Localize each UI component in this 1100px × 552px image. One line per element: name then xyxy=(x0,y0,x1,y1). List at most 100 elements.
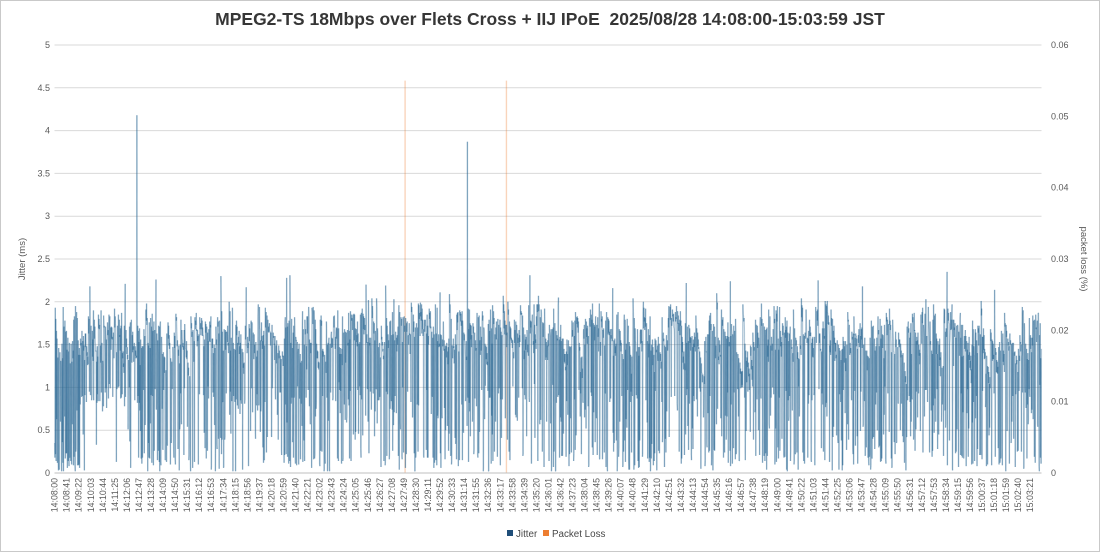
x-axis-tick-label: 14:22:21 xyxy=(303,478,313,512)
x-axis-tick-label: 14:57:12 xyxy=(917,478,927,512)
x-axis-tick-label: 14:14:09 xyxy=(158,478,168,512)
x-axis-tick-label: 14:10:03 xyxy=(86,478,96,512)
x-axis-tick-label: 14:47:38 xyxy=(748,478,758,512)
x-axis-tick-label: 14:42:51 xyxy=(664,478,674,512)
x-axis-tick-label: 14:14:50 xyxy=(170,478,180,512)
legend-jitter-label: Jitter xyxy=(516,529,538,540)
right-axis-tick-label: 0.06 xyxy=(1051,40,1069,50)
jitter-line-pass xyxy=(54,115,1042,472)
x-axis-tick-label: 14:59:56 xyxy=(965,478,975,512)
x-axis-tick-label: 14:40:48 xyxy=(628,478,638,512)
right-axis-tick-label: 0 xyxy=(1051,468,1056,478)
x-axis-tick-label: 14:13:28 xyxy=(146,478,156,512)
left-axis-title: Jitter (ms) xyxy=(17,238,28,280)
x-axis-tick-label: 14:10:44 xyxy=(98,478,108,512)
left-axis-tick-label: 5 xyxy=(45,40,50,50)
x-axis-tick-label: 14:59:15 xyxy=(953,478,963,512)
right-axis-tick-labels: 0 0.01 0.02 0.03 0.04 0.05 0.06 xyxy=(1051,40,1069,478)
x-axis-tick-label: 14:25:46 xyxy=(363,478,373,512)
x-axis-tick-label: 14:29:52 xyxy=(435,478,445,512)
x-axis-tick-label: 14:56:31 xyxy=(905,478,915,512)
x-axis-tick-label: 14:54:28 xyxy=(869,478,879,512)
right-axis-tick-label: 0.04 xyxy=(1051,183,1069,193)
x-axis-tick-label: 14:53:06 xyxy=(845,478,855,512)
x-axis-tick-label: 14:58:34 xyxy=(941,478,951,512)
x-axis-tick-label: 14:52:25 xyxy=(832,478,842,512)
x-axis-tick-label: 14:21:40 xyxy=(291,478,301,512)
x-axis-tick-label: 14:12:47 xyxy=(134,478,144,512)
x-axis-tick-label: 14:33:17 xyxy=(495,478,505,512)
right-axis-tick-label: 0.05 xyxy=(1051,111,1069,121)
jitter-line-pass xyxy=(53,115,1043,473)
x-axis-tick-label: 14:43:32 xyxy=(676,478,686,512)
x-axis-tick-label: 14:39:26 xyxy=(604,478,614,512)
x-axis-tick-label: 14:55:09 xyxy=(881,478,891,512)
x-axis-tick-label: 14:32:36 xyxy=(483,478,493,512)
x-axis-tick-label: 14:30:33 xyxy=(447,478,457,512)
x-axis-tick-label: 14:31:14 xyxy=(459,478,469,512)
x-axis-tick-labels: 14:08:00 14:08:41 14:09:22 14:10:03 14:10:44… xyxy=(50,478,1036,512)
x-axis-tick-label: 14:12:06 xyxy=(122,478,132,512)
right-axis-tick-label: 0.01 xyxy=(1051,397,1069,407)
x-axis-tick-label: 14:40:07 xyxy=(616,478,626,512)
x-axis-tick-label: 14:38:04 xyxy=(580,478,590,512)
jitter-series xyxy=(53,115,1043,473)
x-axis-tick-label: 14:17:34 xyxy=(218,478,228,512)
right-axis-title: packet loss (%) xyxy=(1078,227,1089,292)
x-axis-tick-label: 14:42:10 xyxy=(652,478,662,512)
left-axis-tick-label: 1 xyxy=(45,382,50,392)
x-axis-tick-label: 14:11:25 xyxy=(110,478,120,512)
chart-title: MPEG2-TS 18Mbps over Flets Cross + IIJ I… xyxy=(215,9,885,29)
x-axis-tick-label: 14:46:57 xyxy=(736,478,746,512)
x-axis-tick-label: 14:26:27 xyxy=(375,478,385,512)
x-axis-tick-label: 14:33:58 xyxy=(507,478,517,512)
left-axis-tick-label: 1.5 xyxy=(37,340,50,350)
x-axis-tick-label: 14:46:16 xyxy=(724,478,734,512)
x-axis-tick-label: 14:23:02 xyxy=(315,478,325,512)
x-axis-tick-label: 14:24:24 xyxy=(339,478,349,512)
left-axis-tick-label: 4 xyxy=(45,126,50,136)
x-axis-tick-label: 14:50:22 xyxy=(796,478,806,512)
x-axis-tick-label: 14:20:18 xyxy=(266,478,276,512)
x-axis-tick-label: 14:57:53 xyxy=(929,478,939,512)
right-axis-tick-label: 0.03 xyxy=(1051,254,1069,264)
x-axis-tick-label: 14:37:23 xyxy=(568,478,578,512)
x-axis-tick-label: 14:31:55 xyxy=(471,478,481,512)
x-axis-tick-label: 14:08:00 xyxy=(50,478,60,512)
x-axis-tick-label: 14:38:45 xyxy=(592,478,602,512)
x-axis-tick-label: 14:48:19 xyxy=(760,478,770,512)
x-axis-tick-label: 14:23:43 xyxy=(327,478,337,512)
legend-packet-loss-swatch xyxy=(543,530,549,536)
x-axis-tick-label: 14:09:22 xyxy=(74,478,84,512)
left-axis-tick-label: 2.5 xyxy=(37,254,50,264)
x-axis-tick-label: 15:01:59 xyxy=(1001,478,1011,512)
legend-packet-loss-label: Packet Loss xyxy=(552,529,605,540)
x-axis-tick-label: 14:18:56 xyxy=(242,478,252,512)
x-axis-tick-label: 14:15:31 xyxy=(182,478,192,512)
x-axis-tick-label: 14:34:39 xyxy=(519,478,529,512)
x-axis-tick-label: 14:51:03 xyxy=(808,478,818,512)
left-axis-tick-label: 2 xyxy=(45,297,50,307)
left-axis-tick-labels: 0 0.5 1 1.5 2 2.5 3 3.5 4 4.5 5 xyxy=(37,40,50,478)
x-axis-tick-label: 14:49:41 xyxy=(784,478,794,512)
left-axis-tick-label: 4.5 xyxy=(37,83,50,93)
x-axis-tick-label: 15:00:37 xyxy=(977,478,987,512)
x-axis-tick-label: 14:35:20 xyxy=(531,478,541,512)
x-axis-tick-label: 14:41:29 xyxy=(640,478,650,512)
left-axis-tick-label: 3.5 xyxy=(37,168,50,178)
left-axis-tick-label: 0 xyxy=(45,468,50,478)
x-axis-tick-label: 14:25:05 xyxy=(351,478,361,512)
x-axis-tick-label: 15:03:21 xyxy=(1025,478,1035,512)
x-axis-tick-label: 14:08:41 xyxy=(62,478,72,512)
x-axis-tick-label: 14:49:00 xyxy=(772,478,782,512)
x-axis-tick-label: 14:27:08 xyxy=(387,478,397,512)
x-axis-tick-label: 14:28:30 xyxy=(411,478,421,512)
x-axis-tick-label: 14:44:54 xyxy=(700,478,710,512)
x-axis-tick-label: 14:20:59 xyxy=(278,478,288,512)
x-axis-tick-label: 14:55:50 xyxy=(893,478,903,512)
x-axis-tick-label: 14:36:01 xyxy=(543,478,553,512)
right-axis-tick-label: 0.02 xyxy=(1051,325,1069,335)
x-axis-tick-label: 14:18:15 xyxy=(230,478,240,512)
x-axis-tick-label: 14:16:12 xyxy=(194,478,204,512)
